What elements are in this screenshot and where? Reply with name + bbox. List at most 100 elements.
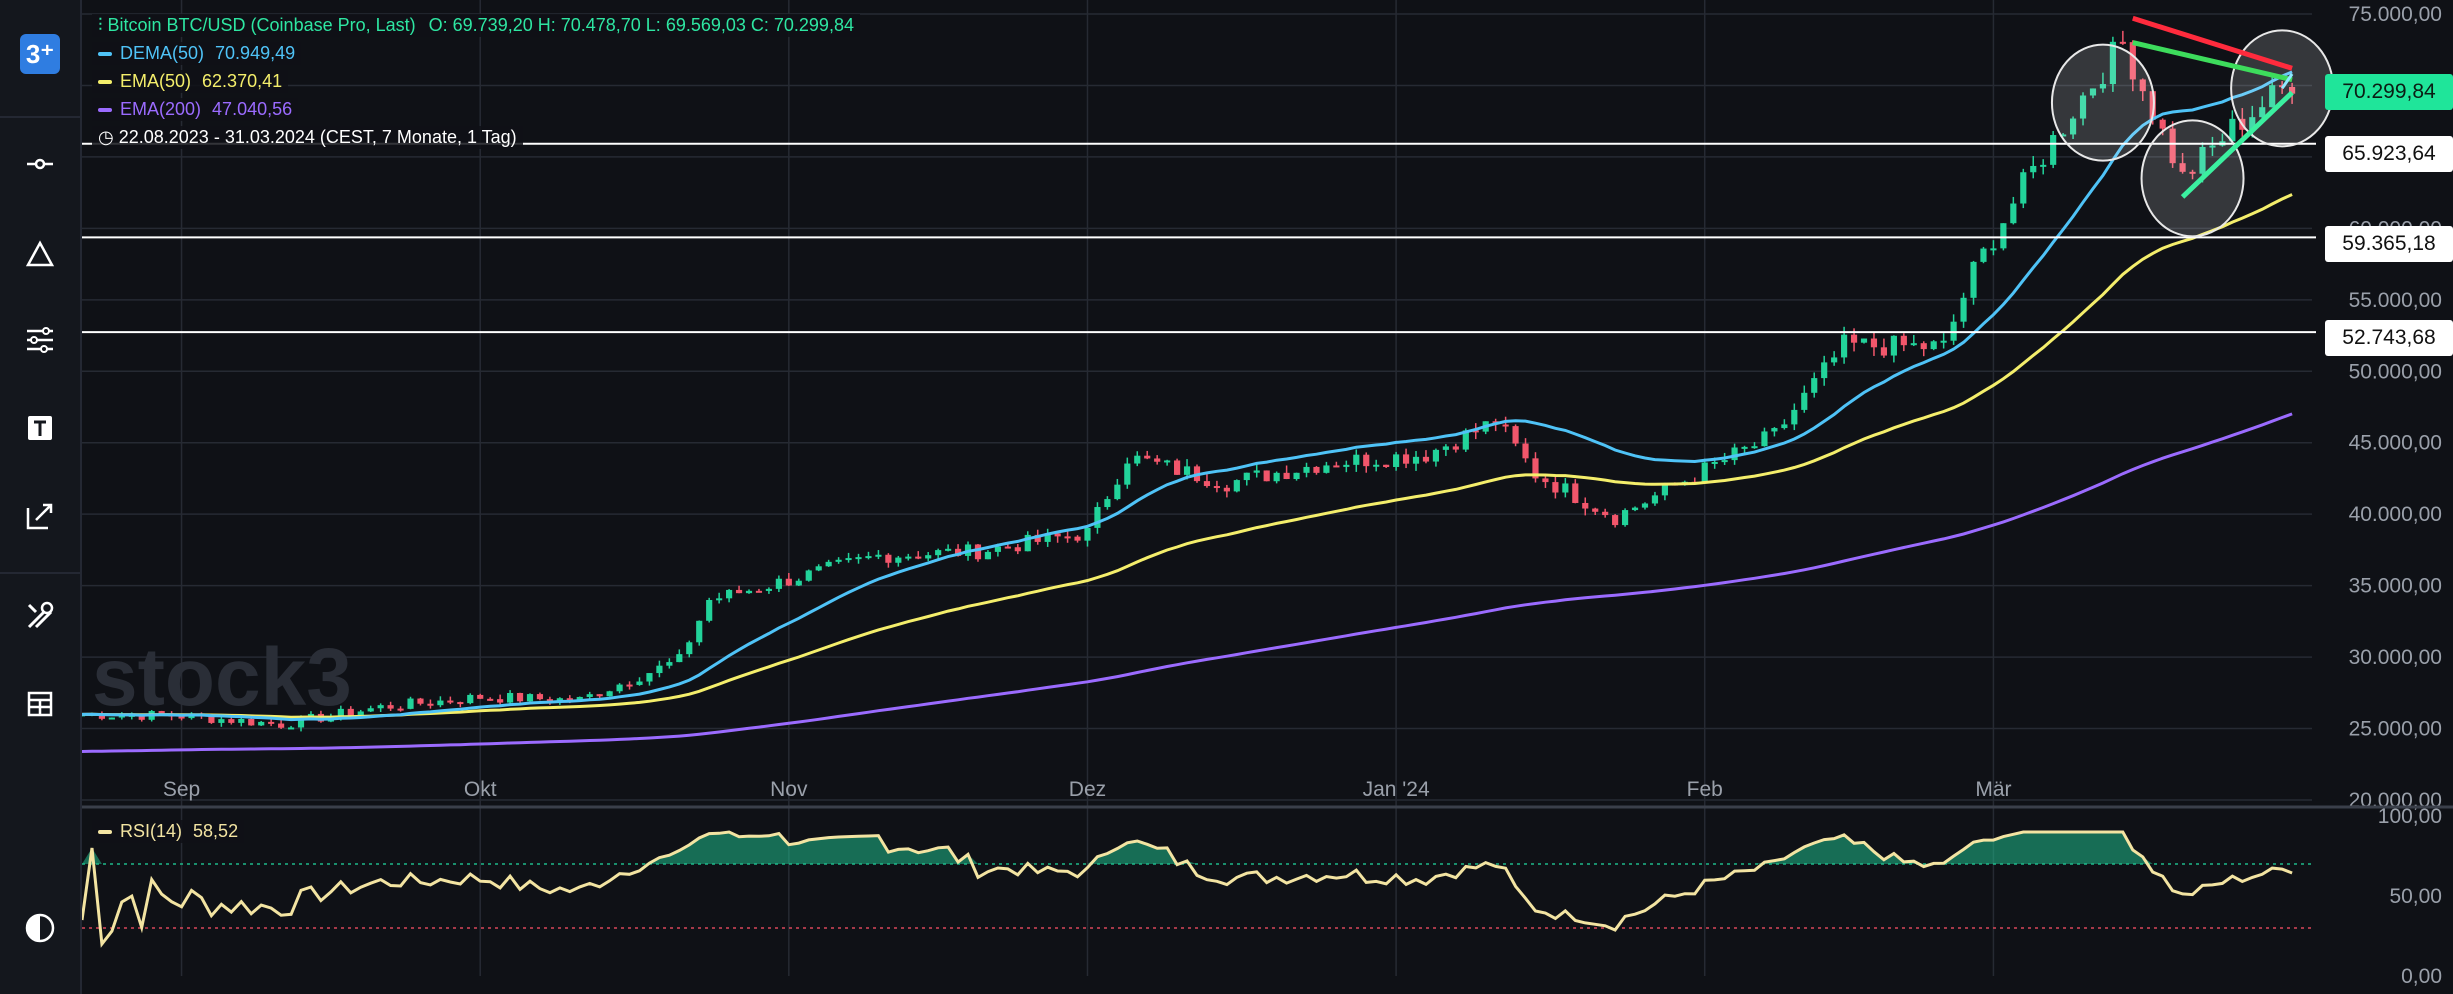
candle[interactable] bbox=[2149, 91, 2156, 120]
candle[interactable] bbox=[1741, 446, 1748, 449]
candle[interactable] bbox=[1841, 334, 1848, 358]
candle[interactable] bbox=[1512, 426, 1519, 444]
candle[interactable] bbox=[676, 654, 683, 663]
legend-ema200[interactable]: EMA(200) 47.040,56 bbox=[92, 98, 299, 121]
candle[interactable] bbox=[795, 580, 802, 586]
candle[interactable] bbox=[1203, 481, 1211, 487]
candle[interactable] bbox=[1243, 472, 1250, 481]
candle[interactable] bbox=[268, 721, 275, 724]
candle[interactable] bbox=[497, 699, 504, 703]
candle[interactable] bbox=[616, 684, 623, 692]
candle[interactable] bbox=[606, 691, 613, 697]
candle[interactable] bbox=[367, 708, 374, 712]
candle[interactable] bbox=[1562, 483, 1569, 493]
candle[interactable] bbox=[1821, 362, 1828, 379]
ema200-line[interactable] bbox=[82, 412, 2293, 753]
candle[interactable] bbox=[278, 723, 285, 728]
candle[interactable] bbox=[1612, 515, 1619, 526]
contrast-icon[interactable] bbox=[16, 904, 64, 952]
candle[interactable] bbox=[387, 705, 394, 709]
candle[interactable] bbox=[1711, 461, 1718, 464]
candle[interactable] bbox=[1293, 472, 1300, 480]
candle[interactable] bbox=[2099, 84, 2107, 89]
candle[interactable] bbox=[1412, 456, 1420, 464]
candle[interactable] bbox=[417, 698, 424, 704]
candle[interactable] bbox=[1890, 335, 1897, 356]
candle[interactable] bbox=[1024, 534, 1031, 552]
candle[interactable] bbox=[1641, 503, 1649, 508]
candle[interactable] bbox=[1930, 341, 1937, 350]
candle[interactable] bbox=[1582, 502, 1589, 509]
candle[interactable] bbox=[1303, 466, 1310, 473]
candle[interactable] bbox=[1791, 409, 1798, 425]
trendline-red[interactable] bbox=[2132, 15, 2293, 71]
candle[interactable] bbox=[1273, 472, 1280, 482]
candle[interactable] bbox=[1114, 484, 1121, 500]
candle[interactable] bbox=[1402, 454, 1410, 464]
candle[interactable] bbox=[1104, 499, 1111, 508]
candle[interactable] bbox=[2189, 171, 2196, 174]
candle[interactable] bbox=[1154, 458, 1161, 462]
candle[interactable] bbox=[1442, 446, 1449, 450]
candle[interactable] bbox=[706, 599, 713, 621]
candle[interactable] bbox=[1651, 495, 1659, 504]
candle[interactable] bbox=[1960, 297, 1967, 322]
candle[interactable] bbox=[1094, 507, 1101, 528]
candle[interactable] bbox=[1004, 546, 1011, 549]
candle[interactable] bbox=[2119, 41, 2126, 44]
candle[interactable] bbox=[1223, 487, 1230, 492]
candle[interactable] bbox=[596, 694, 603, 697]
candle[interactable] bbox=[1910, 343, 1917, 346]
candle[interactable] bbox=[1781, 424, 1788, 429]
candle[interactable] bbox=[1124, 463, 1131, 485]
candle[interactable] bbox=[347, 708, 354, 716]
candle[interactable] bbox=[307, 713, 315, 717]
rsi-legend[interactable]: RSI(14) 58,52 bbox=[92, 820, 245, 843]
candle[interactable] bbox=[1831, 357, 1838, 363]
candle[interactable] bbox=[477, 694, 484, 699]
candle[interactable] bbox=[1343, 464, 1350, 467]
candle[interactable] bbox=[516, 693, 524, 702]
candle[interactable] bbox=[457, 702, 464, 705]
candle[interactable] bbox=[1213, 486, 1220, 489]
candle[interactable] bbox=[586, 694, 593, 697]
candle[interactable] bbox=[1751, 446, 1758, 449]
candle[interactable] bbox=[1522, 443, 1529, 459]
candle[interactable] bbox=[745, 590, 753, 594]
candle[interactable] bbox=[855, 557, 862, 560]
circle-drawing[interactable] bbox=[2140, 119, 2245, 238]
candle[interactable] bbox=[2129, 42, 2136, 80]
candle[interactable] bbox=[1074, 536, 1081, 541]
candle[interactable] bbox=[1801, 392, 1808, 410]
candle[interactable] bbox=[1034, 534, 1041, 542]
price-chart[interactable]: 75.000,0070.000,0065.000,0060.000,0055.0… bbox=[82, 0, 2453, 994]
candle[interactable] bbox=[2030, 165, 2037, 173]
legend-ema50[interactable]: EMA(50) 62.370,41 bbox=[92, 70, 289, 93]
candle[interactable] bbox=[954, 548, 962, 556]
candle[interactable] bbox=[2089, 88, 2097, 96]
candle[interactable] bbox=[2139, 79, 2146, 92]
candle[interactable] bbox=[1452, 446, 1459, 450]
candle[interactable] bbox=[2060, 134, 2067, 137]
candle[interactable] bbox=[1721, 460, 1728, 463]
candle[interactable] bbox=[646, 673, 653, 682]
candle[interactable] bbox=[1054, 533, 1061, 537]
candle[interactable] bbox=[2020, 172, 2027, 204]
candle[interactable] bbox=[1044, 533, 1051, 542]
candle[interactable] bbox=[765, 588, 773, 591]
candle[interactable] bbox=[1064, 536, 1071, 539]
candle[interactable] bbox=[845, 558, 852, 561]
candle[interactable] bbox=[1980, 248, 1987, 262]
candle[interactable] bbox=[2199, 146, 2206, 174]
candle[interactable] bbox=[2289, 86, 2296, 94]
candle[interactable] bbox=[2169, 128, 2176, 164]
candle[interactable] bbox=[357, 711, 364, 716]
candle[interactable] bbox=[1462, 430, 1469, 450]
candle[interactable] bbox=[407, 698, 414, 709]
candle[interactable] bbox=[2050, 135, 2057, 165]
candle[interactable] bbox=[297, 716, 305, 728]
candle[interactable] bbox=[1383, 464, 1390, 467]
candle[interactable] bbox=[815, 566, 822, 571]
candle[interactable] bbox=[2069, 118, 2077, 135]
candle[interactable] bbox=[536, 694, 544, 700]
